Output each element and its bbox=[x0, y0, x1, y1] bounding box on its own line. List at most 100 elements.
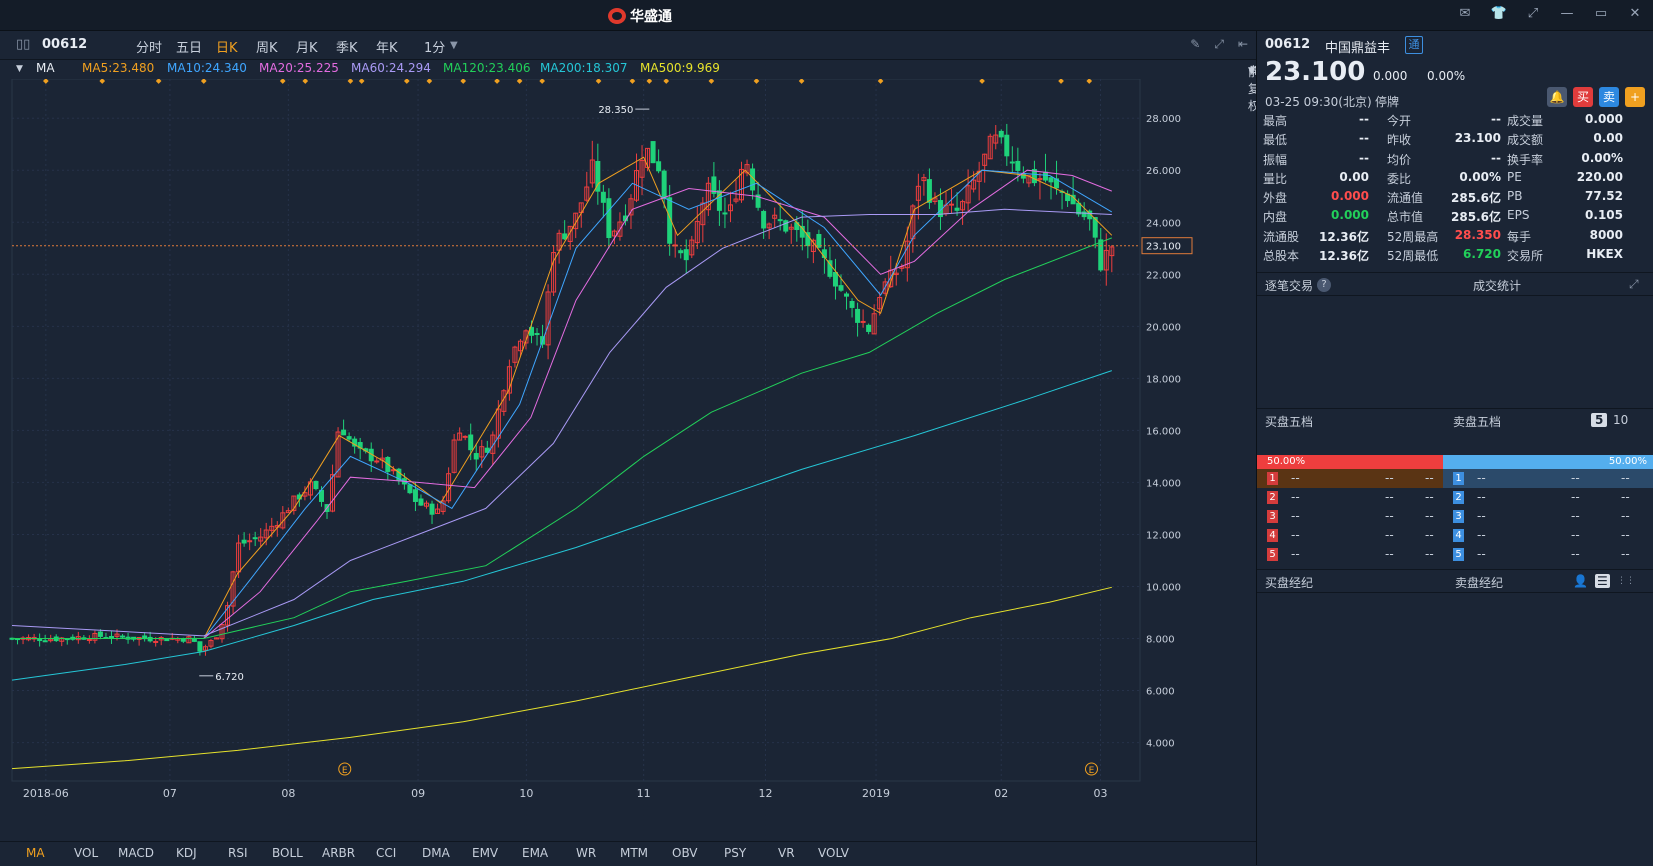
candle-body bbox=[48, 638, 54, 642]
add-watchlist-button[interactable]: + bbox=[1625, 87, 1645, 107]
stat-value: 77.52 bbox=[1585, 189, 1623, 204]
last-price-label: 23.100 bbox=[1146, 242, 1181, 253]
candle-body bbox=[512, 346, 518, 363]
person-icon[interactable]: 👤 bbox=[1573, 574, 1588, 588]
tab-indicator-vol[interactable]: VOL bbox=[74, 846, 99, 860]
tab-indicator-dma[interactable]: DMA bbox=[422, 846, 450, 860]
candle-body bbox=[97, 631, 103, 637]
tab-period-minute[interactable]: 1分 bbox=[424, 41, 446, 56]
stat-label: 量比 bbox=[1263, 171, 1288, 186]
expand-icon[interactable]: ⤢ bbox=[1629, 277, 1639, 291]
sell-volume: -- bbox=[1571, 528, 1580, 542]
tab-indicator-cci[interactable]: CCI bbox=[376, 846, 397, 860]
chevron-down-icon[interactable]: ▼ bbox=[450, 40, 458, 51]
y-tick-label: 18.000 bbox=[1146, 374, 1181, 385]
indicator-tabs: MA VOL MACD KDJ RSI BOLL ARBR CCI DMA EM… bbox=[0, 841, 1256, 866]
gear-icon[interactable]: ⚙ bbox=[1248, 63, 1259, 77]
stat-label: 52周最低 bbox=[1387, 249, 1439, 264]
sell-ratio-bar: 50.00% bbox=[1443, 455, 1653, 469]
collapse-arrow-icon[interactable]: ▼ bbox=[16, 64, 23, 74]
tab-indicator-psy[interactable]: PSY bbox=[724, 846, 747, 860]
panel-divider[interactable] bbox=[1256, 31, 1257, 865]
kline-chart-svg[interactable]: 28.000 26.000 24.000 22.000 20.000 18.000 16.0… bbox=[0, 79, 1256, 841]
orderbook-row: 5 -- -- -- 5 -- -- -- bbox=[1257, 545, 1653, 564]
tab-period-monthly[interactable]: 月K bbox=[296, 41, 318, 56]
sell-volume: -- bbox=[1571, 509, 1580, 523]
grid-view-icon[interactable]: ⋮⋮ bbox=[1617, 576, 1635, 586]
tab-period-5day[interactable]: 五日 bbox=[176, 41, 203, 56]
candle-body bbox=[164, 638, 170, 642]
orderbook-row: 3 -- -- -- 3 -- -- -- bbox=[1257, 507, 1653, 526]
tab-indicator-wr[interactable]: WR bbox=[576, 846, 597, 860]
tab-indicator-kdj[interactable]: KDJ bbox=[176, 846, 197, 860]
chevron-down-icon[interactable]: ▼ bbox=[1248, 66, 1255, 76]
buy-button[interactable]: 买 bbox=[1573, 87, 1593, 107]
tab-indicator-boll[interactable]: BOLL bbox=[272, 846, 303, 860]
stat-value: 220.00 bbox=[1576, 169, 1623, 184]
candle-body bbox=[783, 220, 789, 232]
stock-name: 中国鼎益丰 bbox=[1325, 41, 1391, 56]
fullscreen-icon[interactable]: ⤢ bbox=[1527, 6, 1539, 21]
candle-body bbox=[440, 500, 446, 512]
depth-5-toggle[interactable]: 5 bbox=[1591, 413, 1608, 427]
candle-body bbox=[352, 438, 358, 447]
sell-level-number: 4 bbox=[1453, 529, 1464, 542]
tab-indicator-ema[interactable]: EMA bbox=[522, 846, 549, 860]
tab-indicator-rsi[interactable]: RSI bbox=[228, 846, 248, 860]
candle-body bbox=[611, 230, 617, 237]
restore-icon[interactable]: ▭ bbox=[1594, 6, 1608, 21]
tab-period-quarterly[interactable]: 季K bbox=[336, 41, 358, 56]
tab-tick-trades[interactable]: 逐笔交易 bbox=[1265, 279, 1314, 293]
zoom-out-icon[interactable]: − bbox=[1248, 63, 1259, 77]
candle-body bbox=[451, 439, 457, 473]
quote-time: 03-25 09:30(北京) bbox=[1265, 95, 1372, 109]
tab-indicator-volv[interactable]: VOLV bbox=[818, 846, 850, 860]
tab-indicator-obv[interactable]: OBV bbox=[672, 846, 698, 860]
alert-bell-icon[interactable]: 🔔 bbox=[1547, 87, 1567, 107]
tab-indicator-vr[interactable]: VR bbox=[778, 846, 795, 860]
candle-body bbox=[291, 495, 297, 512]
close-icon[interactable]: ✕ bbox=[1629, 6, 1641, 21]
candle-body bbox=[462, 435, 468, 438]
tab-indicator-arbr[interactable]: ARBR bbox=[322, 846, 356, 860]
tab-indicator-macd[interactable]: MACD bbox=[118, 846, 154, 860]
tab-period-timeshare[interactable]: 分时 bbox=[136, 41, 163, 56]
tab-trade-stats[interactable]: 成交统计 bbox=[1473, 279, 1522, 293]
candle-body bbox=[877, 296, 883, 310]
candle-body bbox=[689, 239, 695, 256]
depth-10-toggle[interactable]: 10 bbox=[1613, 413, 1629, 427]
tab-indicator-mtm[interactable]: MTM bbox=[620, 846, 649, 860]
minimize-icon[interactable]: — bbox=[1560, 6, 1574, 21]
candle-body bbox=[1081, 211, 1087, 218]
stat-label: 成交量 bbox=[1507, 114, 1544, 128]
draw-pen-icon[interactable]: ✎ bbox=[1190, 37, 1201, 51]
collapse-panel-icon[interactable]: ⇤ bbox=[1237, 37, 1248, 51]
tab-period-yearly[interactable]: 年K bbox=[376, 41, 398, 56]
stat-value: 0.105 bbox=[1585, 208, 1623, 223]
sell-button[interactable]: 卖 bbox=[1599, 87, 1619, 107]
zoom-in-icon[interactable]: + bbox=[1248, 63, 1259, 77]
logo-icon bbox=[608, 8, 626, 24]
skin-icon[interactable]: 👕 bbox=[1490, 6, 1508, 21]
kline-chart[interactable]: 28.000 26.000 24.000 22.000 20.000 18.000 16.0… bbox=[0, 79, 1256, 841]
tab-period-weekly[interactable]: 周K bbox=[256, 41, 278, 56]
signal-diamond bbox=[279, 79, 286, 84]
expand-icon[interactable]: ⤢ bbox=[1214, 37, 1224, 51]
sidebar-toggle-icon[interactable]: ▯▯ bbox=[16, 37, 31, 52]
candle-body bbox=[849, 300, 855, 308]
tab-indicator-emv[interactable]: EMV bbox=[472, 846, 499, 860]
candle-body bbox=[926, 179, 932, 203]
candle-body bbox=[832, 271, 838, 287]
title-bar: 华盛通 ✉ 👕 ⤢ — ▭ ✕ bbox=[0, 0, 1653, 31]
help-icon[interactable]: ? bbox=[1317, 278, 1331, 292]
candle-body bbox=[1103, 249, 1109, 271]
tab-period-daily[interactable]: 日K bbox=[216, 41, 238, 56]
mail-icon[interactable]: ✉ bbox=[1459, 6, 1471, 21]
candle-body bbox=[844, 293, 850, 297]
signal-diamond bbox=[979, 79, 985, 84]
tab-indicator-ma[interactable]: MA bbox=[26, 846, 45, 860]
buy-count: -- bbox=[1425, 471, 1434, 485]
sell-volume: -- bbox=[1571, 547, 1580, 561]
signal-diamond bbox=[1086, 79, 1093, 84]
list-view-icon[interactable]: ☰ bbox=[1595, 574, 1610, 588]
